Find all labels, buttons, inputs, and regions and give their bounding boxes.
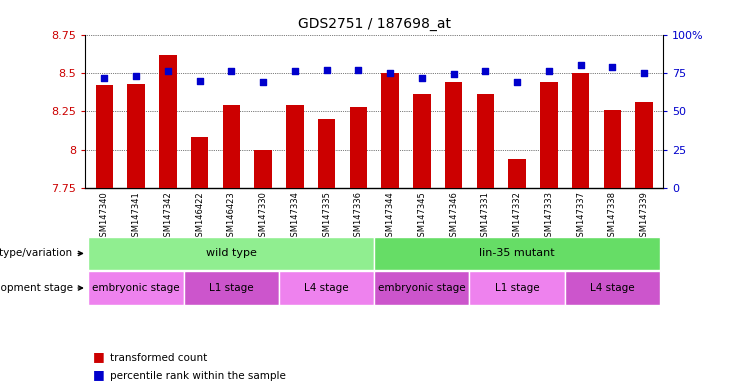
Point: [479, 68, 491, 74]
Bar: [508, 159, 526, 188]
Text: lin-35 mutant: lin-35 mutant: [479, 248, 555, 258]
Text: genotype/variation: genotype/variation: [0, 248, 82, 258]
Point: [162, 68, 173, 74]
Text: L1 stage: L1 stage: [495, 283, 539, 293]
Point: [384, 70, 396, 76]
Text: ■: ■: [93, 350, 104, 363]
Bar: [565, 271, 660, 305]
Bar: [159, 55, 176, 188]
Bar: [445, 82, 462, 188]
Bar: [350, 107, 367, 188]
Bar: [604, 110, 621, 188]
Bar: [127, 84, 144, 188]
Point: [289, 68, 301, 74]
Text: L4 stage: L4 stage: [305, 283, 349, 293]
Bar: [222, 105, 240, 188]
Text: L4 stage: L4 stage: [590, 283, 635, 293]
Point: [448, 71, 459, 78]
Point: [638, 70, 650, 76]
Title: GDS2751 / 187698_at: GDS2751 / 187698_at: [298, 17, 451, 31]
Point: [99, 74, 110, 81]
Bar: [318, 119, 335, 188]
Bar: [572, 73, 589, 188]
Text: development stage: development stage: [0, 283, 82, 293]
Bar: [476, 94, 494, 188]
Point: [575, 62, 587, 68]
Text: transformed count: transformed count: [110, 353, 207, 363]
Point: [543, 68, 555, 74]
Bar: [540, 82, 557, 188]
Point: [130, 73, 142, 79]
Text: ■: ■: [93, 368, 104, 381]
Point: [257, 79, 269, 85]
Bar: [374, 237, 660, 270]
Bar: [88, 237, 374, 270]
Point: [511, 79, 523, 85]
Point: [353, 67, 365, 73]
Text: percentile rank within the sample: percentile rank within the sample: [110, 371, 285, 381]
Point: [416, 74, 428, 81]
Text: wild type: wild type: [206, 248, 256, 258]
Point: [193, 78, 205, 84]
Bar: [286, 105, 304, 188]
Text: embryonic stage: embryonic stage: [378, 283, 465, 293]
Bar: [254, 150, 272, 188]
Bar: [88, 271, 184, 305]
Point: [321, 67, 333, 73]
Bar: [636, 102, 653, 188]
Point: [606, 64, 618, 70]
Text: embryonic stage: embryonic stage: [92, 283, 180, 293]
Bar: [279, 271, 374, 305]
Bar: [191, 137, 208, 188]
Point: [225, 68, 237, 74]
Bar: [413, 94, 431, 188]
Text: L1 stage: L1 stage: [209, 283, 253, 293]
Bar: [374, 271, 470, 305]
Bar: [96, 85, 113, 188]
Bar: [470, 271, 565, 305]
Bar: [184, 271, 279, 305]
Bar: [382, 73, 399, 188]
